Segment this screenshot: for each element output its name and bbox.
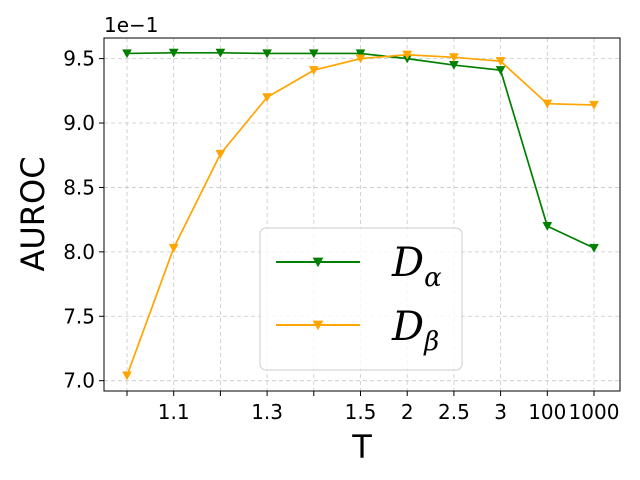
legend-box <box>259 227 463 371</box>
data-point-series-1 <box>215 149 226 159</box>
y-tick-label: 7.0 <box>63 369 95 393</box>
legend-marker-series-0 <box>312 257 324 268</box>
data-point-series-0 <box>215 48 226 58</box>
data-point-series-1 <box>355 54 366 64</box>
y-tick-label: 9.5 <box>63 47 95 71</box>
y-tick-label: 7.5 <box>63 304 95 328</box>
legend-marker-series-1 <box>312 320 324 331</box>
y-tick-label: 9.0 <box>63 111 95 135</box>
y-axis-label: AUROC <box>14 156 52 271</box>
data-point-series-0 <box>122 49 132 59</box>
x-tick-label: 1000 <box>569 400 620 424</box>
data-point-series-0 <box>495 66 506 75</box>
x-tick-label: 100 <box>528 400 566 424</box>
y-tick-label: 8.5 <box>63 175 95 199</box>
x-tick-label: 2 <box>401 400 414 424</box>
data-point-series-0 <box>262 49 273 59</box>
data-point-series-1 <box>308 66 319 75</box>
data-point-series-1 <box>168 243 179 253</box>
y-scale-label: 1e−1 <box>104 13 159 37</box>
data-point-series-0 <box>308 49 319 59</box>
data-point-series-1 <box>262 93 273 103</box>
x-tick-label: 1.3 <box>251 400 283 424</box>
data-point-series-1 <box>122 371 132 381</box>
data-point-series-0 <box>355 49 366 59</box>
y-tick-label: 8.0 <box>63 240 95 264</box>
legend-label-series-1: Dβ <box>391 304 439 357</box>
legend: Dα Dβ <box>259 227 463 371</box>
data-point-series-1 <box>542 99 553 109</box>
x-tick-label: 1.5 <box>345 400 377 424</box>
data-point-series-1 <box>589 100 599 110</box>
data-point-series-1 <box>402 50 413 60</box>
x-tick-label: 2.5 <box>438 400 470 424</box>
legend-label-series-0: Dα <box>391 240 442 293</box>
data-point-series-0 <box>589 243 599 253</box>
x-tick-label: 1.1 <box>158 400 190 424</box>
series-layer <box>122 48 599 381</box>
data-point-series-0 <box>542 222 553 231</box>
data-point-series-1 <box>448 53 459 63</box>
x-axis-label: T <box>351 428 372 466</box>
x-tick-label: 3 <box>494 400 507 424</box>
grid <box>104 38 620 391</box>
data-point-series-1 <box>495 57 506 66</box>
data-point-series-0 <box>168 48 179 58</box>
plot-frame <box>103 37 621 392</box>
y-axis-ticks: 7.0 7.5 8.0 8.5 9.0 9.5 <box>63 47 104 393</box>
x-axis-ticks: 1.1 1.3 1.5 2 2.5 3 100 1000 <box>126 391 620 424</box>
